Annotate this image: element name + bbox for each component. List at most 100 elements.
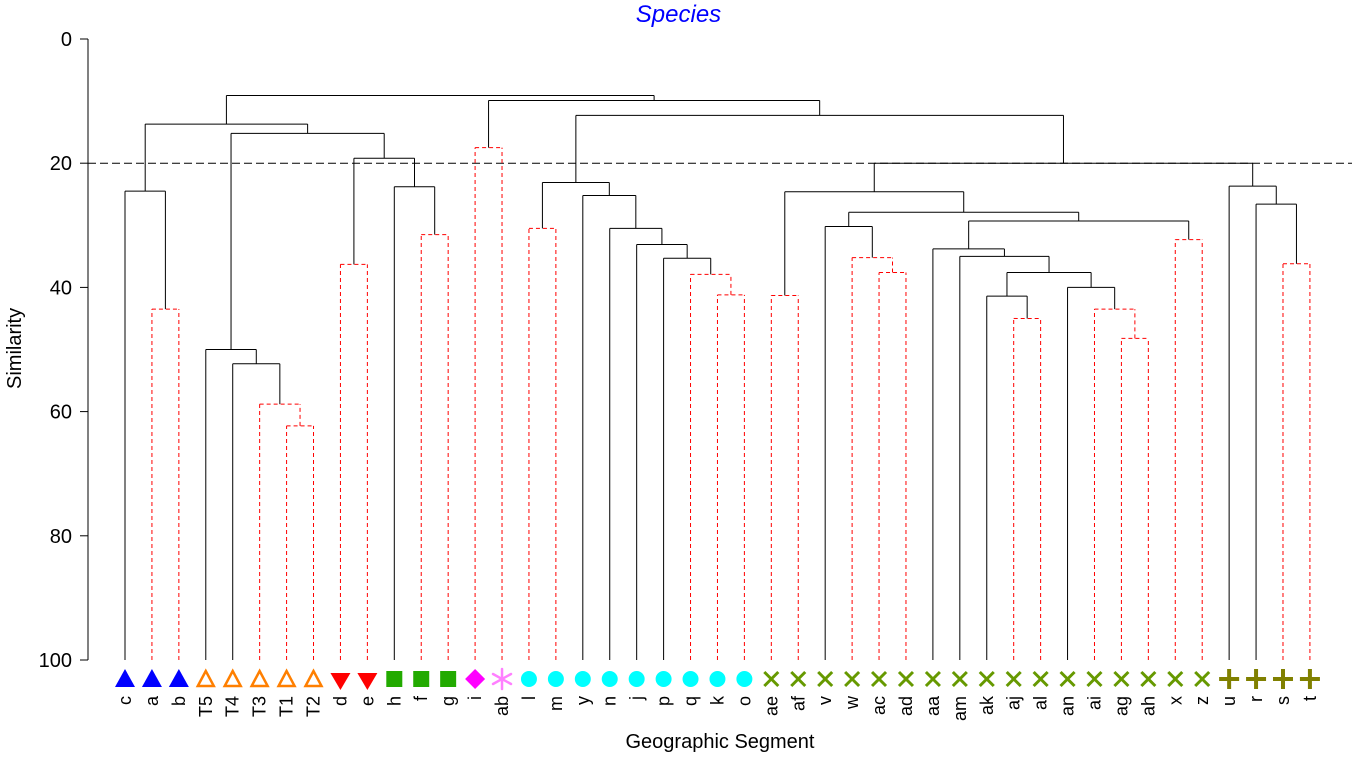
leaf-label: f [411,695,431,701]
leaf-label: e [357,696,377,706]
leaf-label: w [842,695,862,710]
circle-marker [628,671,645,687]
open-triangle-marker [276,668,297,688]
leaf-label: x [1165,696,1185,705]
x-marker [924,670,941,688]
x-marker [951,670,968,688]
circle-marker [655,671,672,687]
circle-marker [520,671,537,687]
x-marker [870,670,888,688]
square-marker [386,671,403,687]
leaf-label: i [465,696,485,700]
leaf-label: c [115,696,135,705]
triangle-down-marker [357,673,378,690]
x-marker [763,670,780,688]
x-marker [1059,670,1076,688]
leaf-label: l [519,696,539,700]
leaf-label: aj [1004,696,1024,710]
leaf-label: T1 [277,696,297,717]
y-tick-label: 0 [61,29,72,51]
leaf-label: ac [869,696,889,715]
triangle-up-marker [115,669,135,687]
plus-marker [1246,669,1267,689]
x-stroke [790,670,807,688]
x-marker [1005,670,1022,688]
circle-marker [574,671,591,687]
leaf-label: T5 [196,696,216,717]
x-stroke [1194,670,1211,688]
leaf-label: k [707,695,727,705]
y-tick-label: 80 [50,526,72,548]
leaf-label: al [1031,696,1051,710]
x-stroke [1086,670,1103,688]
leaf-label: ag [1111,696,1131,716]
x-stroke [844,670,861,688]
y-tick-label: 100 [39,650,72,672]
triangle-down-marker [330,673,351,690]
x-stroke [1032,670,1049,688]
circle-marker [682,671,699,687]
square-marker [413,671,430,687]
circle-marker [547,671,564,687]
chart-title: Species [635,1,722,28]
leaf-label: s [1273,696,1293,705]
leaf-label: ab [492,696,512,716]
open-triangle-marker [249,668,270,688]
x-stroke [1140,670,1157,688]
x-marker [978,670,995,688]
leaf-label: ak [977,695,997,715]
leaf-label: u [1219,696,1239,706]
x-stroke [817,670,834,688]
plus-marker [1299,669,1320,689]
leaf-label: T4 [223,696,243,717]
y-tick-label: 20 [50,153,72,175]
x-marker [1032,670,1049,688]
x-stroke [1113,670,1130,688]
leaf-label: ae [761,696,781,716]
asterisk-marker [491,667,513,691]
plus-marker [1272,669,1293,689]
leaf-label: v [815,696,835,705]
circle-marker [709,671,726,687]
leaf-label: d [330,696,350,706]
leaf-label: p [654,696,674,706]
x-marker [844,670,861,688]
leaf-label: aa [923,695,943,716]
x-marker [1113,670,1130,688]
x-marker [1194,670,1211,688]
x-stroke [951,670,968,688]
leaf-label: h [384,696,404,706]
leaf-label: af [788,695,808,711]
leaf-label: n [600,696,620,706]
circle-marker [601,671,618,687]
square-marker [440,671,457,687]
asterisk-stroke [491,672,513,686]
x-marker [1140,670,1157,688]
x-marker [817,670,834,688]
open-triangle-marker [195,668,216,688]
leaf-label: an [1058,696,1078,716]
plus-marker [1219,669,1240,689]
open-triangle-marker [303,668,324,688]
x-marker [790,670,807,688]
x-stroke [1167,670,1184,688]
x-marker [897,670,915,688]
triangle-up-marker [168,669,189,687]
leaf-label: o [734,696,754,706]
leaf-label: T3 [250,696,270,717]
leaf-label: ai [1084,696,1104,710]
y-tick-label: 60 [50,402,72,424]
leaf-label: m [546,696,566,711]
x-stroke [1059,670,1076,688]
circle-marker [736,671,753,687]
leaf-label: b [169,696,189,706]
x-stroke [978,670,995,688]
leaf-label: t [1300,696,1320,701]
triangle-up-marker [141,669,162,687]
x-marker [1086,670,1103,688]
leaf-label: ad [896,696,916,716]
leaf-label: T2 [304,696,324,717]
leaf-label: q [681,696,701,706]
leaf-label: am [950,696,970,721]
